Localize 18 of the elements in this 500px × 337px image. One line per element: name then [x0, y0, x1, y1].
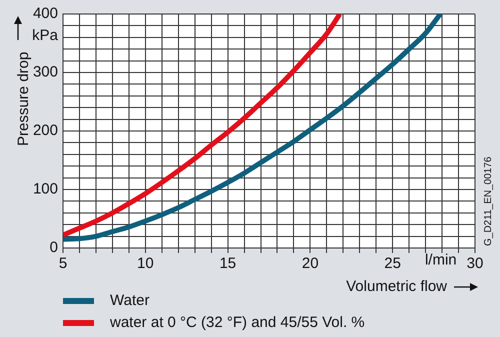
x-tick-label: 25 [384, 255, 401, 272]
y-tick-label: 300 [32, 64, 58, 81]
text: G_D211_EN_00176 [482, 156, 494, 246]
y-tick-label: 400 [32, 5, 58, 22]
legend-label: Water [110, 292, 150, 310]
x-tick-label: 20 [302, 255, 319, 272]
y-tick-label: 200 [32, 122, 58, 140]
x-tick-label: 30 [466, 255, 484, 272]
y-tick-label: 100 [32, 180, 58, 198]
x-tick-label: 5 [58, 255, 68, 272]
legend-label: water at 0 °C (32 °F) and 45/55 Vol. % [109, 314, 365, 332]
x-tick-label: 10 [137, 255, 154, 272]
text: l/min [424, 252, 457, 269]
x-tick-label: 15 [219, 255, 236, 272]
text: kPa [32, 27, 59, 44]
y-axis-title: Pressure drop [15, 52, 32, 146]
x-axis-title: Volumetric flow [346, 278, 448, 296]
y-tick-label: 0 [50, 239, 58, 256]
